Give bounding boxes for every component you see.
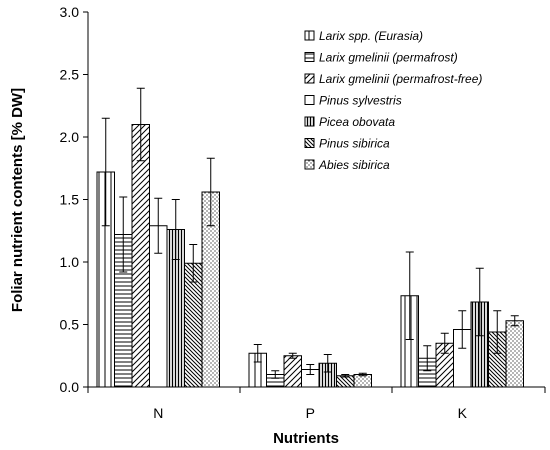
- y-tick-label: 0.5: [60, 317, 80, 333]
- x-tick-label-N: N: [153, 405, 163, 421]
- error-bar-N-series-6: [206, 157, 215, 227]
- legend-swatch: [304, 159, 315, 170]
- error-bar-N-series-3: [154, 197, 163, 254]
- legend-item-6: Abies sibirica: [304, 158, 390, 172]
- y-tick-label: 0.0: [60, 379, 80, 395]
- error-bar-P-series-3: [306, 364, 315, 375]
- error-bar-K-series-2: [440, 332, 449, 354]
- y-tick-label: 1.0: [60, 254, 80, 270]
- legend-item-1: Larix gmelinii (permafrost): [304, 51, 458, 65]
- legend-label: Picea obovata: [319, 115, 395, 129]
- error-bar-K-series-3: [458, 310, 467, 349]
- bar-N-series-2: [131, 124, 150, 388]
- y-tick-label: 1.5: [60, 192, 80, 208]
- error-bar-P-series-6: [358, 372, 367, 377]
- error-bar-K-series-4: [475, 267, 484, 337]
- legend-item-3: Pinus sylvestris: [304, 94, 402, 108]
- error-bar-N-series-2: [136, 87, 145, 162]
- error-bar-P-series-0: [253, 344, 262, 363]
- legend-item-5: Pinus sibirica: [304, 137, 390, 151]
- error-bar-P-series-4: [323, 354, 332, 373]
- error-bar-K-series-5: [493, 310, 502, 354]
- error-bar-K-series-6: [510, 315, 519, 327]
- legend-label: Pinus sylvestris: [319, 94, 402, 108]
- y-tick-label: 2.0: [60, 129, 80, 145]
- legend-item-2: Larix gmelinii (permafrost-free): [304, 72, 482, 86]
- error-bar-P-series-1: [271, 370, 280, 379]
- legend-label: Larix gmelinii (permafrost): [319, 51, 458, 65]
- legend-label: Abies sibirica: [318, 158, 390, 172]
- error-bar-P-series-2: [288, 352, 297, 359]
- y-tick-label: 3.0: [60, 4, 80, 20]
- y-tick-label: 2.5: [60, 67, 80, 83]
- error-bars-layer: [101, 87, 519, 379]
- error-bar-N-series-4: [171, 199, 180, 260]
- error-bar-K-series-0: [405, 251, 414, 340]
- error-bar-N-series-1: [119, 196, 128, 273]
- legend-swatch: [304, 52, 315, 62]
- bar-P-series-6: [353, 374, 372, 388]
- x-tick-label-K: K: [458, 405, 468, 421]
- bar-P-series-2: [283, 355, 302, 388]
- legend-label: Pinus sibirica: [319, 137, 390, 151]
- y-axis-title: Foliar nutrient contents [% DW]: [9, 88, 26, 312]
- ticks-layer: 0.0 0.5 1.0 1.5 2.0 2.5 3.0 N P K: [60, 4, 546, 421]
- legend: Larix spp. (Eurasia) Larix gmelinii (perm…: [304, 29, 482, 172]
- error-bar-K-series-1: [423, 345, 432, 372]
- legend-item-0: Larix spp. (Eurasia): [304, 29, 423, 43]
- legend-label: Larix gmelinii (permafrost-free): [319, 72, 482, 86]
- error-bar-N-series-5: [189, 244, 198, 283]
- legend-swatch: [304, 30, 315, 41]
- error-bar-P-series-5: [341, 374, 350, 378]
- bar-K-series-6: [505, 320, 524, 388]
- legend-label: Larix spp. (Eurasia): [319, 29, 423, 43]
- legend-swatch: [304, 95, 315, 105]
- legend-swatch: [304, 138, 315, 148]
- legend-swatch: [304, 73, 315, 84]
- x-tick-label-P: P: [306, 405, 315, 421]
- error-bar-N-series-0: [101, 117, 110, 227]
- legend-item-4: Picea obovata: [304, 115, 395, 129]
- x-axis-title: Nutrients: [273, 430, 339, 447]
- legend-swatch: [304, 116, 315, 127]
